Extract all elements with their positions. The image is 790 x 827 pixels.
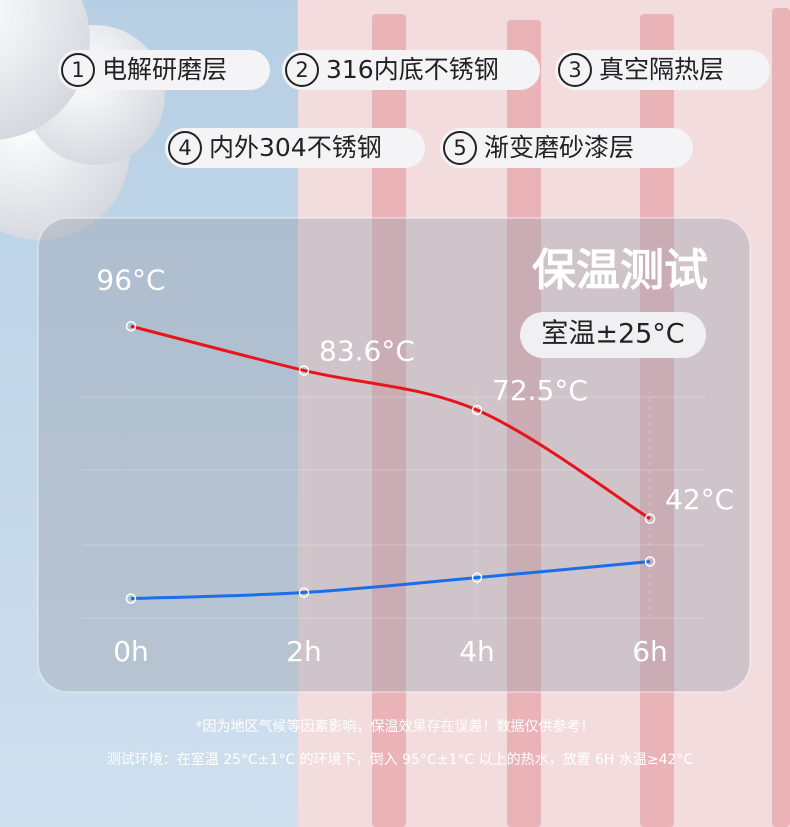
feature-label: 内外304不锈钢 (209, 133, 382, 162)
feature-number: 5 (453, 136, 466, 160)
feature-label: 电解研磨层 (102, 55, 227, 84)
gridlines (82, 390, 705, 619)
point (644, 556, 656, 567)
data-label: 96°C (96, 263, 165, 296)
x-tick-label: 0h (113, 635, 149, 668)
line (130, 560, 651, 601)
feature-number: 2 (295, 58, 308, 82)
point (471, 404, 483, 416)
feature-label: 渐变磨砂漆层 (484, 133, 634, 162)
badge (520, 312, 706, 358)
point (298, 587, 310, 598)
feature-pill (555, 50, 770, 90)
x-tick-label: 6h (632, 635, 668, 668)
feature-pill (282, 50, 540, 90)
point (298, 365, 310, 376)
feature-label: 真空隔热层 (599, 55, 724, 84)
feature-number-circle (168, 131, 202, 165)
feature-number-circle (558, 53, 592, 87)
feature-number: 4 (178, 136, 191, 160)
data-label: 42°C (665, 483, 734, 516)
x-tick-label: 4h (459, 635, 495, 668)
footnote: *因为地区气候等因素影响，保温效果存在误差！数据仅供参考！ (196, 718, 595, 735)
data-label: 83.6°C (319, 334, 415, 367)
cloud (0, 0, 165, 240)
feature-number: 1 (71, 58, 84, 82)
feature-pill (165, 128, 425, 168)
feature-label: 316内底不锈钢 (326, 55, 499, 84)
point (125, 593, 137, 604)
footnote: 测试环境：在室温 25°C±1°C 的环境下，倒入 95°C±1°C 以上的热水… (107, 751, 694, 768)
point (125, 321, 137, 332)
feature-number-circle (61, 53, 95, 87)
feature-number-circle (443, 131, 477, 165)
stripes (372, 8, 790, 827)
data-label: 72.5°C (492, 374, 588, 407)
feature-pill (440, 128, 693, 168)
x-tick-label: 2h (286, 635, 322, 668)
point (471, 572, 483, 583)
chart-subtitle: 室温±25°C (541, 319, 684, 350)
chart-title: 保温测试 (532, 245, 708, 296)
feature-pill (58, 50, 270, 90)
point (644, 513, 656, 525)
line (130, 324, 651, 521)
feature-number-circle (285, 53, 319, 87)
feature-number: 3 (568, 58, 581, 82)
